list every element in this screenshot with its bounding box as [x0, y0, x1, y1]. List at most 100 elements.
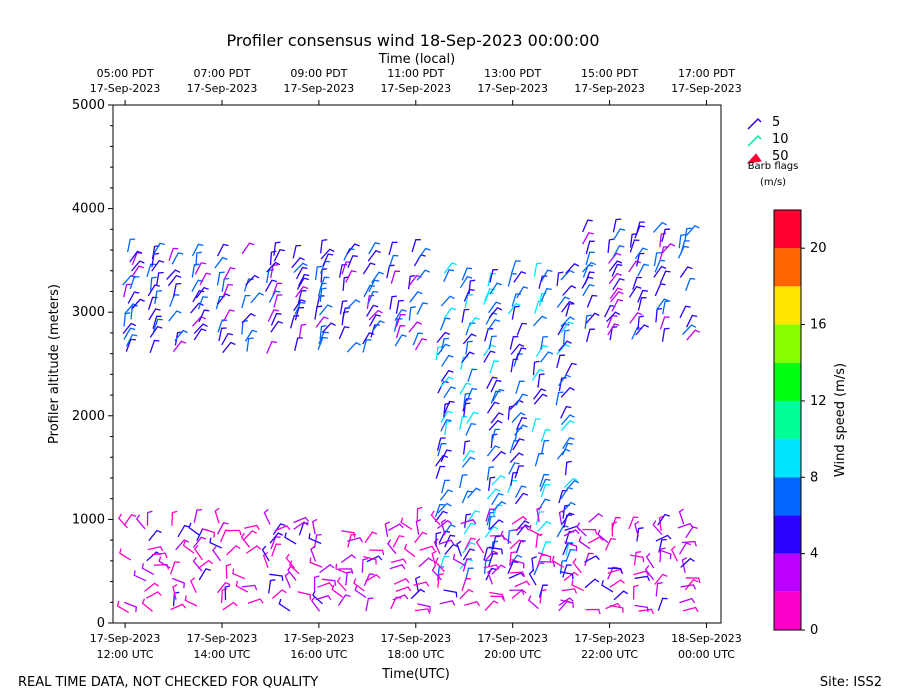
wind-barb: [389, 295, 397, 310]
wind-barb: [214, 256, 228, 269]
wind-barb: [217, 243, 229, 257]
y-axis-label: Profiler altitude (meters): [47, 284, 62, 444]
wind-barb: [440, 519, 447, 535]
wind-barb: [434, 557, 445, 572]
wind-barb: [395, 313, 406, 327]
wind-barb: [484, 600, 499, 612]
wind-barb: [443, 402, 451, 418]
wind-barb: [531, 418, 541, 432]
wind-barb: [403, 543, 416, 558]
wind-barb: [597, 529, 609, 544]
wind-barb: [561, 300, 575, 313]
wind-barb: [486, 376, 498, 389]
wind-barb: [340, 554, 357, 564]
wind-barb: [585, 312, 600, 324]
wind-barb: [250, 292, 264, 304]
wind-barb: [298, 273, 310, 287]
wind-barb: [155, 271, 164, 287]
wind-barb: [629, 312, 643, 324]
wind-barb: [246, 337, 254, 352]
barb-legend-label: 50: [772, 149, 789, 164]
wind-barb: [488, 419, 503, 431]
colorbar-tick-label: 8: [810, 470, 818, 485]
wind-barb: [492, 500, 507, 512]
wind-barb: [184, 595, 198, 607]
x-tick-date: 17-Sep-2023: [284, 632, 355, 645]
wind-barb: [492, 504, 503, 518]
wind-barb: [443, 400, 455, 414]
wind-barb: [392, 535, 405, 548]
wind-barb: [490, 595, 506, 602]
wind-barb: [459, 416, 468, 431]
wind-barb: [439, 600, 456, 606]
y-tick-label: 2000: [72, 409, 105, 424]
wind-barb: [365, 597, 374, 612]
wind-barb: [197, 559, 213, 570]
wind-barb: [319, 563, 335, 574]
wind-barb: [274, 525, 291, 532]
wind-barb: [235, 580, 249, 593]
wind-barb: [511, 305, 520, 320]
wind-barb: [463, 392, 471, 408]
wind-barb: [490, 412, 504, 424]
colorbar-tick-label: 4: [810, 547, 818, 562]
wind-barb: [536, 506, 542, 523]
wind-barb: [488, 546, 503, 555]
wind-barb: [443, 307, 457, 320]
wind-barb: [679, 305, 691, 319]
wind-barb: [634, 575, 651, 582]
wind-barb: [655, 534, 672, 542]
wind-barb: [413, 581, 430, 587]
wind-barb: [309, 557, 323, 568]
wind-barb: [564, 460, 572, 476]
wind-barb: [321, 322, 336, 334]
wind-barb: [538, 292, 547, 307]
wind-barb: [195, 286, 209, 299]
wind-barb: [247, 598, 264, 604]
wind-barb: [488, 476, 496, 491]
wind-barb: [652, 520, 663, 535]
wind-barb: [123, 312, 131, 327]
wind-barb: [606, 314, 618, 328]
wind-barb: [439, 555, 450, 569]
wind-barb: [166, 269, 181, 280]
wind-barb: [489, 591, 504, 600]
x-axis-bottom: 17-Sep-2023 12:00 UTC 17-Sep-2023 14:00 UTC…: [90, 623, 742, 661]
wind-barb: [585, 240, 595, 255]
wind-barb: [444, 543, 458, 555]
wind-barb: [533, 388, 547, 400]
wind-barb: [192, 289, 205, 303]
wind-barb: [284, 532, 297, 545]
wind-barb: [507, 529, 515, 544]
wind-barb: [565, 263, 580, 274]
x-tick-time: 16:00 UTC: [290, 648, 347, 661]
wind-barb: [438, 530, 451, 544]
wind-barb: [558, 374, 571, 387]
wind-barb: [441, 354, 454, 367]
wind-barb: [463, 522, 476, 535]
wind-barb: [491, 428, 501, 443]
wind-barb: [338, 568, 354, 574]
wind-barb: [319, 276, 330, 290]
wind-barb: [612, 277, 625, 291]
wind-barb: [368, 279, 380, 293]
barb-legend-title: Barb flags: [748, 161, 799, 172]
wind-barb: [198, 568, 211, 581]
wind-barb: [444, 534, 456, 548]
wind-barb: [531, 368, 545, 381]
wind-barb: [287, 565, 297, 581]
wind-barb: [171, 577, 185, 589]
wind-barb: [609, 604, 624, 613]
wind-barb: [444, 420, 452, 436]
x-tick-time: 14:00 UTC: [193, 648, 250, 661]
wind-barb: [293, 299, 306, 312]
wind-barb: [131, 252, 143, 266]
wind-barb: [459, 588, 474, 600]
wind-barb: [492, 535, 501, 550]
wind-barb: [151, 259, 165, 272]
wind-barb: [608, 260, 623, 272]
wind-barb: [144, 582, 160, 592]
wind-barb: [116, 600, 130, 614]
wind-barb: [171, 510, 178, 526]
wind-barb: [514, 424, 528, 436]
